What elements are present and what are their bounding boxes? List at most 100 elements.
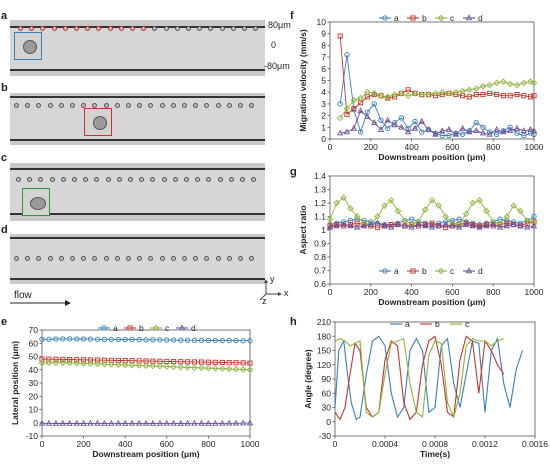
data-point-d [226,419,233,426]
data-point-d [170,419,177,426]
cell-mark [238,103,243,108]
cell-mark [118,26,124,31]
data-point-c [517,207,524,215]
x-tick-label: 0 [333,439,338,449]
data-point-c [198,364,205,372]
data-point-d [128,419,136,426]
cell-mark [242,26,247,31]
data-point-d [87,419,94,426]
data-point-c [384,93,391,101]
data-point-c [340,194,347,201]
data-point-d [455,223,463,230]
plot-area [329,21,535,140]
y-axis-label: Migration velocity (mm/s) [298,29,308,132]
axis-x-label: x [284,288,289,298]
data-point-d [500,128,507,135]
data-point-d [333,222,340,229]
y-tick-label: 30 [29,378,39,388]
legend-label-c: c [450,266,455,276]
data-point-c [353,213,361,220]
series-b [39,356,253,366]
data-point-d [371,119,378,125]
data-point-d [408,223,415,230]
data-point-c [506,80,514,88]
x-tick-label: 400 [118,439,132,449]
data-point-a [198,337,205,343]
y-tick-label: 0.7 [314,266,326,276]
data-point-b [53,356,59,362]
x-tick-label: 800 [486,142,500,152]
cell-mark [72,177,77,182]
y-tick-label: 210 [317,317,331,327]
y-axis-label: Angle (degree) [303,349,313,409]
y-tick-label: 1.3 [314,185,326,195]
data-point-d [462,221,470,227]
y-tick-label: -30 [319,431,332,441]
cell-mark [81,256,87,261]
cell-mark [186,26,191,31]
y-tick-label: 2 [321,111,326,121]
legend-marker-b [410,268,416,274]
axis-z-label: z [262,296,267,306]
data-point-d [377,126,385,132]
data-point-a [337,101,343,107]
cell-mark [170,103,176,108]
legend-label-b: b [435,319,440,329]
legend-marker-b [127,325,133,331]
data-point-c [347,205,354,212]
y-tick-label: 1 [321,225,326,235]
data-point-d [326,223,334,230]
y-tick-label: 1.1 [314,212,326,222]
data-point-b [337,33,343,39]
cell-mark [137,256,143,261]
data-point-d [401,222,409,229]
cell-mark [96,26,102,31]
data-point-b [101,357,107,363]
x-tick-label: 1000 [525,142,544,152]
cell-mark [36,256,42,261]
data-point-d [422,222,429,229]
data-point-d [445,126,453,132]
series-c [38,359,254,373]
data-point-d [411,124,419,131]
data-point-a [507,124,513,130]
data-point-a [136,337,142,343]
y-tick-label: 90 [322,374,332,384]
data-point-c [38,359,46,367]
cell-mark [47,103,53,108]
legend-label-c: c [450,13,455,23]
cell-mark [25,256,31,261]
data-point-d [466,128,473,135]
data-point-d [459,124,466,131]
legend-marker-c [437,14,445,22]
data-point-c [473,85,480,92]
y-tick-label: 150 [317,346,331,356]
y-tick-label: 50 [29,352,39,362]
cell-mark [141,26,147,31]
plot-area [329,175,535,285]
cell-mark [126,103,131,108]
data-point-a [514,130,520,136]
legend-marker-a [101,325,107,331]
inset-cell-c [22,188,50,216]
y-tick-label: 40 [29,365,39,375]
y-tick-label: 10 [29,405,39,415]
y-tick-label: 60 [322,388,332,398]
data-point-a [385,125,391,132]
cell-mark [94,177,100,182]
data-point-d [122,420,129,426]
cell-mark [130,26,135,31]
cell-mark [184,177,189,182]
data-point-b [521,93,527,99]
data-point-c [177,363,184,371]
y-tick-label: 8 [321,40,326,50]
legend-label-c: c [165,323,170,333]
series-d [337,107,538,137]
cell-mark [152,26,158,31]
data-point-b [94,357,101,363]
cell-mark [137,103,143,108]
data-point-b [388,222,394,228]
cell-mark [92,103,98,108]
data-point-a [129,336,135,343]
data-point-c [445,90,453,97]
